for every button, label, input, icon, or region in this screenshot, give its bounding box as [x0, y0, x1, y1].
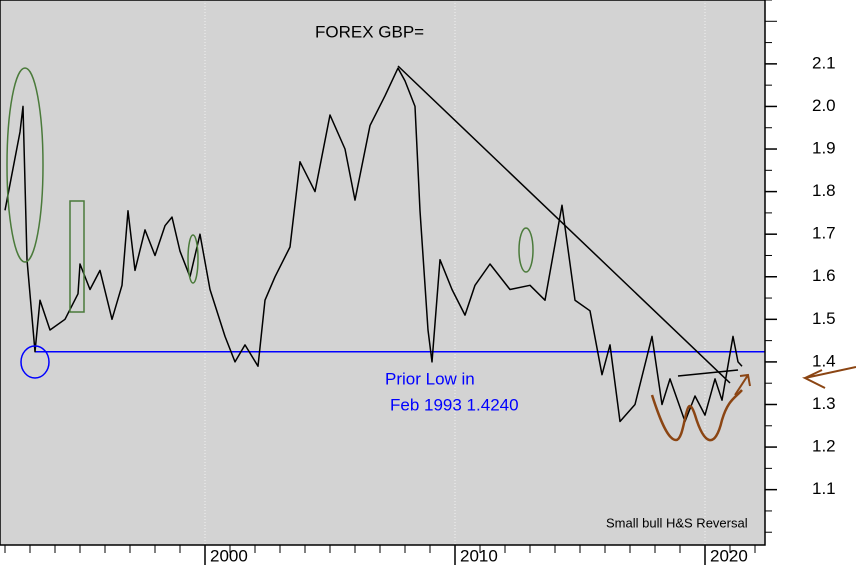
- x-tick-label: 2010: [460, 546, 498, 565]
- price-line: [4, 67, 743, 423]
- neckline: [677, 369, 739, 377]
- trend-line: [397, 65, 731, 384]
- y-tick-label: 2.0: [812, 96, 836, 115]
- y-tick-label: 1.4: [812, 351, 836, 370]
- y-tick-label: 1.2: [812, 437, 836, 456]
- y-tick-label: 2.1: [812, 53, 836, 72]
- y-tick-label: 1.6: [812, 266, 836, 285]
- side-arrow: [802, 366, 856, 389]
- highlight-ellipse: [6, 67, 44, 263]
- annotation-text: Prior Low in: [385, 369, 475, 388]
- plot-area: [0, 0, 765, 545]
- pattern-label: Small bull H&S Reversal: [606, 515, 748, 530]
- y-tick-label: 1.7: [812, 224, 836, 243]
- plot-border: [0, 0, 766, 546]
- highlight-ellipse: [518, 227, 534, 273]
- y-tick-label: 1.8: [812, 181, 836, 200]
- grid: [204, 0, 706, 545]
- highlight-box: [69, 200, 85, 313]
- y-tick-label: 1.9: [812, 139, 836, 158]
- y-tick-label: 1.1: [812, 479, 836, 498]
- series-layer: [4, 67, 765, 423]
- chart-title: FOREX GBP=: [315, 22, 424, 41]
- low-circle: [20, 345, 50, 379]
- annotation-shapes: [6, 65, 751, 442]
- x-tick-label: 2020: [710, 546, 748, 565]
- y-tick-label: 1.3: [812, 394, 836, 413]
- x-tick-label: 2000: [210, 546, 248, 565]
- highlight-ellipse: [187, 234, 199, 284]
- hs-curve: [650, 389, 743, 442]
- hs-arrow: [734, 373, 751, 396]
- annotation-text: Feb 1993 1.4240: [390, 395, 519, 414]
- y-tick-label: 1.5: [812, 309, 836, 328]
